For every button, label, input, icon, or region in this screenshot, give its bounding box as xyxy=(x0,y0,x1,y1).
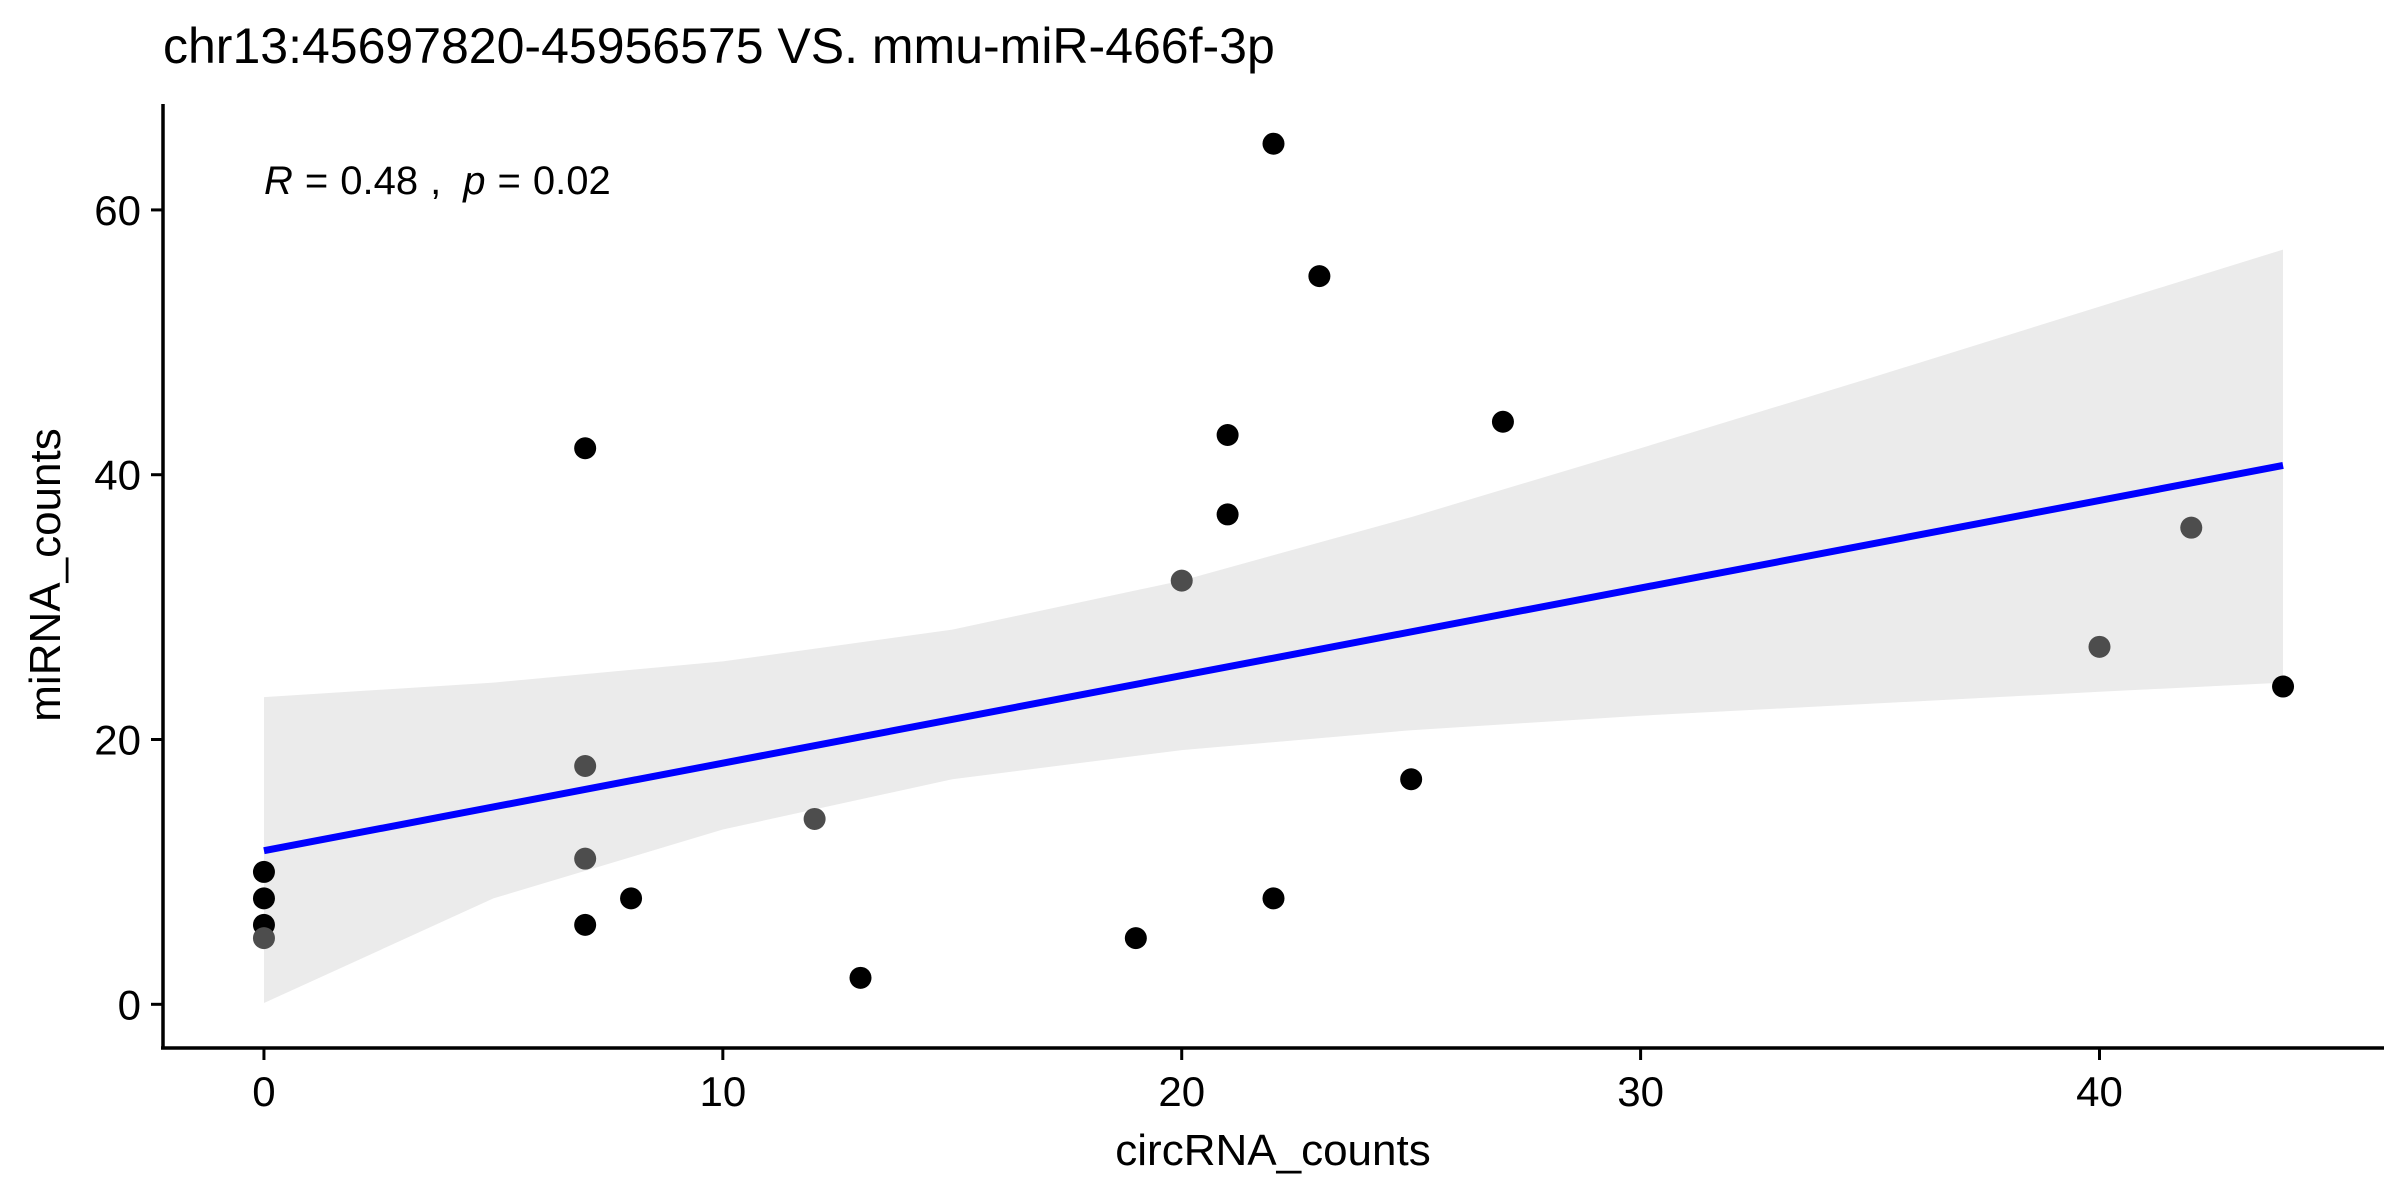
confidence-band xyxy=(264,249,2283,1004)
data-point xyxy=(1262,132,1285,155)
y-tick-label: 20 xyxy=(94,717,141,764)
data-point xyxy=(2272,675,2295,698)
stat-r-value: 0.48 xyxy=(340,159,418,203)
data-point xyxy=(2180,516,2203,539)
x-tick-label: 0 xyxy=(252,1068,275,1115)
stat-annotation: R = 0.48, p = 0.02 xyxy=(264,159,611,203)
stat-p-value: 0.02 xyxy=(533,159,611,203)
data-point xyxy=(849,966,872,989)
stat-p-symbol: p xyxy=(462,159,485,203)
y-axis-ticks: 0 20 40 60 xyxy=(94,187,163,1028)
x-tick-label: 40 xyxy=(2076,1068,2123,1115)
x-axis-ticks: 0 10 20 30 40 xyxy=(252,1048,2123,1115)
data-point xyxy=(1170,569,1193,592)
regression-line xyxy=(263,462,2284,855)
data-point xyxy=(252,927,275,950)
y-tick-label: 0 xyxy=(118,981,141,1028)
data-point xyxy=(1491,410,1514,433)
data-point xyxy=(620,887,643,910)
svg-text:R=0.48,p=0.02: R = 0.48, p = 0.02 xyxy=(264,159,611,203)
data-point xyxy=(1308,265,1331,288)
data-point xyxy=(252,860,275,883)
data-point xyxy=(803,807,826,830)
data-point xyxy=(1216,423,1239,446)
data-point xyxy=(1400,768,1423,791)
y-tick-label: 40 xyxy=(94,452,141,499)
data-point xyxy=(2088,635,2111,658)
chart-title: chr13:45697820-45956575 VS. mmu-miR-466f… xyxy=(163,18,1275,74)
y-tick-label: 60 xyxy=(94,187,141,234)
stat-r-equals: = xyxy=(305,159,328,203)
data-point xyxy=(252,887,275,910)
data-point xyxy=(1124,927,1147,950)
plot-area xyxy=(252,132,2295,1004)
y-axis-title: miRNA_counts xyxy=(21,428,70,721)
stat-separator: , xyxy=(430,159,441,203)
x-tick-label: 30 xyxy=(1617,1068,1664,1115)
data-point xyxy=(574,913,597,936)
x-tick-label: 10 xyxy=(699,1068,746,1115)
data-point xyxy=(574,437,597,460)
x-tick-label: 20 xyxy=(1158,1068,1205,1115)
stat-r-symbol: R xyxy=(264,159,293,203)
data-point xyxy=(574,754,597,777)
data-point xyxy=(574,847,597,870)
stat-p-equals: = xyxy=(497,159,520,203)
x-axis-title: circRNA_counts xyxy=(1115,1126,1430,1175)
data-point xyxy=(1216,503,1239,526)
data-point xyxy=(1262,887,1285,910)
data-points xyxy=(252,132,2295,989)
